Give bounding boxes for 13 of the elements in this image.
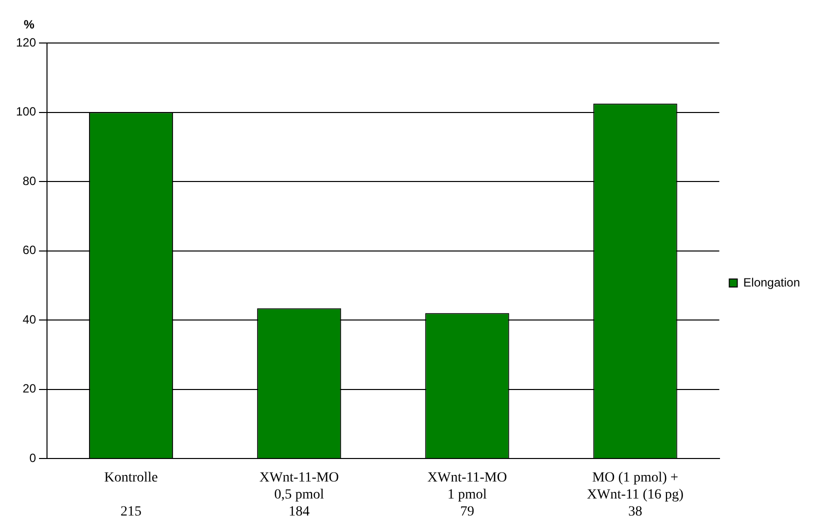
y-tick-label: 80 (22, 174, 36, 188)
y-tick-label: 0 (29, 450, 36, 465)
x-tick-label: MO (1 pmol) + XWnt-11 (16 pg) 38 (586, 470, 684, 520)
y-axis-title: % (24, 17, 35, 32)
y-tick-label: 60 (22, 243, 36, 258)
x-tick-label: XWnt-11-MO 0,5 pmol 184 (259, 470, 339, 520)
legend-label: Elongation (743, 275, 800, 290)
y-tick-label: 20 (22, 382, 36, 396)
y-tick-label: 100 (16, 104, 36, 119)
y-tick-label: 40 (22, 312, 36, 326)
category-label: Kontrolle 215 (104, 470, 158, 520)
x-tick-label: XWnt-11-MO 1 pmol 79 (427, 470, 507, 520)
y-tick-label: 120 (16, 35, 36, 50)
